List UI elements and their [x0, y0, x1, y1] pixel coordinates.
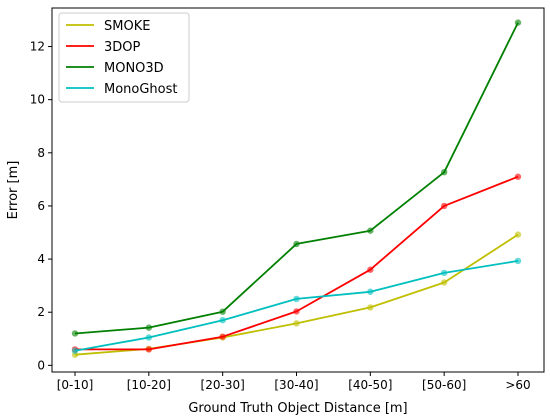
legend-label-3dop: 3DOP: [104, 40, 141, 55]
data-point-monoghost: [440, 269, 448, 277]
x-tick-label: [50-60]: [422, 378, 466, 392]
series-line-monoghost: [74, 260, 519, 352]
series-layer: [71, 19, 522, 358]
series-line-smoke: [74, 233, 519, 356]
data-point-monoghost: [219, 316, 226, 324]
data-point-monoghost: [145, 334, 153, 341]
data-point-3dop: [145, 346, 153, 353]
x-tick-label: [10-20]: [127, 378, 171, 392]
data-point-mono3d: [293, 240, 300, 248]
data-point-monoghost: [514, 257, 522, 265]
x-tick-label: [30-40]: [274, 378, 318, 392]
data-point-3dop: [440, 202, 448, 210]
legend-label-monoghost: MonoGhost: [104, 82, 178, 97]
data-point-smoke: [514, 231, 522, 238]
y-tick-label: 2: [37, 305, 45, 319]
data-point-3dop: [367, 266, 374, 273]
x-tick-label: [20-30]: [201, 378, 245, 392]
y-tick-label: 0: [37, 358, 45, 372]
x-axis-ticks: [0-10] [10-20] [20-30] [30-40] [40-50] [50-60…: [57, 372, 531, 392]
legend-box: [58, 12, 190, 103]
data-point-smoke: [293, 320, 300, 327]
data-point-smoke: [367, 304, 374, 311]
legend-label-smoke: SMOKE: [104, 19, 150, 34]
data-point-3dop: [219, 333, 226, 340]
data-point-3dop: [293, 308, 300, 315]
data-point-3dop: [514, 173, 522, 180]
data-point-mono3d: [440, 168, 448, 176]
y-axis-label: Error [m]: [6, 161, 21, 220]
legend: SMOKE 3DOP MONO3D MonoGhost: [58, 12, 190, 103]
y-tick-label: 4: [37, 252, 45, 266]
y-tick-label: 10: [30, 93, 45, 107]
data-point-mono3d: [71, 330, 79, 337]
x-tick-label: >60: [505, 378, 530, 392]
y-axis-ticks: 0 2 4 6 8 10 12: [30, 40, 52, 372]
y-tick-label: 6: [37, 199, 45, 213]
x-axis-label: Ground Truth Object Distance [m]: [188, 401, 407, 416]
data-point-mono3d: [367, 227, 374, 234]
data-point-monoghost: [71, 347, 79, 354]
legend-label-mono3d: MONO3D: [104, 61, 164, 76]
y-tick-label: 8: [37, 146, 45, 160]
plot-frame: [51, 7, 545, 373]
y-tick-label: 12: [30, 40, 45, 54]
x-tick-label: [0-10]: [57, 378, 94, 392]
data-point-mono3d: [145, 324, 153, 331]
data-point-smoke: [440, 279, 448, 286]
x-tick-label: [40-50]: [348, 378, 392, 392]
data-point-mono3d: [514, 19, 522, 26]
data-point-monoghost: [367, 288, 374, 295]
data-point-monoghost: [293, 295, 300, 303]
data-point-mono3d: [219, 308, 226, 315]
